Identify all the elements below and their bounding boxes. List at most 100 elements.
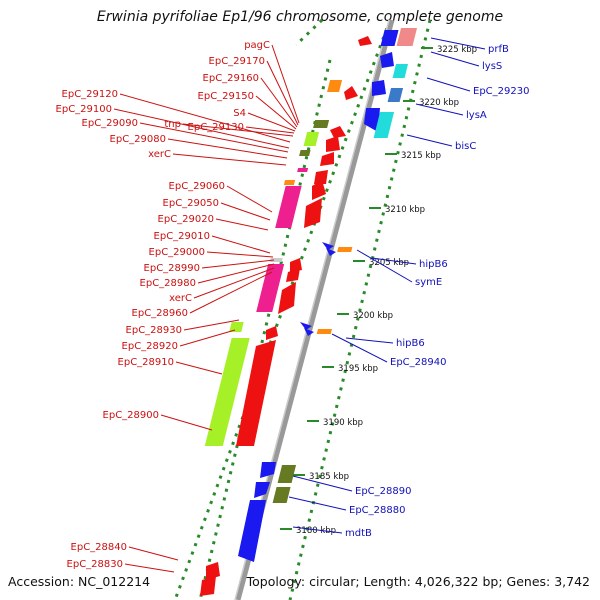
callout-line [182,123,294,137]
callout-line [271,44,300,124]
gene-orange [316,329,332,334]
gene-label: mdtB [345,528,372,539]
callout-line [215,218,269,231]
gene-red [206,562,220,580]
callout-line [415,103,464,116]
gene-blue [260,462,276,478]
callout-line [266,60,299,126]
callout-line [172,153,287,166]
gene-blue [380,30,399,46]
gene-label: xerC [169,293,192,304]
gene-label: S4 [233,108,246,119]
gene-red [314,170,328,184]
accession-label: Accession: NC_012214 [8,574,151,589]
gene-red [266,326,278,340]
gene-red [326,136,340,152]
scale-tick-label: 3220 kbp [419,98,459,108]
gene-label: EpC_28990 [144,263,200,274]
callout-line [292,526,343,534]
gene-label: pagC [244,40,270,51]
callout-line [128,546,179,561]
gene-label: EpC_28940 [390,357,446,368]
map-title: Erwinia pyrifoliae Ep1/96 chromosome, co… [96,9,504,25]
callout-line [183,319,240,331]
gene-label: EpC_29150 [198,91,254,102]
gene-label: tnp [164,119,181,130]
callout-line [211,235,271,254]
gene-label: EpC_28960 [132,308,188,319]
gene-label: bisC [455,141,476,152]
scale-tick-label: 3225 kbp [437,45,477,55]
callout-line [406,134,453,147]
scale-tick-label: 3195 kbp [338,364,378,374]
gene-pink [297,168,309,172]
callout-line [119,93,291,143]
callout-line [430,37,486,50]
callout-line [206,251,274,258]
gene-label: EpC_29010 [154,231,210,242]
gene-label: EpC_29060 [169,181,225,192]
gene-label: xerC [148,149,171,160]
gene-label: EpC_29080 [110,134,166,145]
gene-label: EpC_29050 [163,198,219,209]
callout-line [193,267,275,299]
callout-line [179,329,236,347]
callout-line [345,337,394,344]
gene-label: EpC_29230 [473,86,529,97]
gene-label: EpC_28890 [355,486,411,497]
callout-line [160,414,213,431]
gene-label: lysA [466,110,487,121]
scale-tick-label: 3200 kbp [353,311,393,321]
gene-red [330,126,346,138]
gene-blue [322,242,334,250]
gene-blue [304,328,314,336]
callout-line [331,333,388,363]
callout-line [113,108,290,149]
gene-lime [303,132,320,146]
gene-red [320,152,334,166]
gene-label: EpC_28980 [140,278,196,289]
gene-red [358,36,372,46]
gene-blue [238,500,266,562]
callout-line [255,95,297,130]
gene-label: EpC_29020 [158,214,214,225]
scale-tick-label: 3185 kbp [309,472,349,482]
gene-blue [300,322,312,330]
callout-line [426,77,471,92]
scale-tick-label: 3210 kbp [385,205,425,215]
gene-label: EpC_28880 [349,505,405,516]
callout-line [139,122,289,153]
gene-label: EpC_29090 [82,118,138,129]
gene-label: EpC_29000 [149,247,205,258]
gene-red [200,576,216,596]
gene-orange [327,80,343,92]
gene-blue [254,482,270,498]
gene-label: symE [415,277,442,288]
outer-dotted-track [294,18,324,47]
gene-lime [204,338,250,446]
scale-tick-label: 3180 kbp [296,526,336,536]
gene-cyan [392,64,409,78]
gene-red [344,86,358,100]
scale-tick-label: 3190 kbp [323,418,363,428]
scale-ticks: 3225 kbp 3220 kbp 3215 kbp 3210 kbp 3205 kbp… [280,45,477,536]
gene-red [278,282,296,314]
gene-lime [229,322,244,332]
gene-red [236,340,276,446]
callout-line [260,77,298,128]
gene-pink [275,186,302,228]
gene-salmon [396,28,418,46]
gene-cyan [373,112,395,138]
gene-orange [337,247,353,252]
callout-line [356,249,413,283]
gene-label: hipB6 [419,259,448,270]
scale-tick-label: 3215 kbp [401,151,441,161]
gene-red [312,180,326,200]
gene-label: EpC_29120 [62,89,118,100]
gene-blue [326,248,336,256]
callout-line [201,259,275,269]
gene-blue [380,52,394,68]
gene-blue [364,108,380,132]
